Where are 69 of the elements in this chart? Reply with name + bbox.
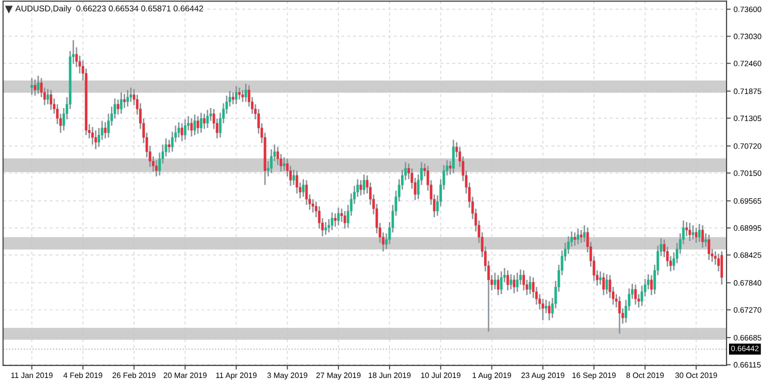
candlestick [602, 272, 605, 296]
candlestick [238, 86, 241, 100]
candlestick [196, 115, 200, 134]
candlestick [234, 85, 238, 105]
candlestick [496, 274, 500, 296]
candlestick [34, 78, 36, 96]
candlestick [190, 118, 193, 138]
candlestick [500, 270, 503, 295]
candlestick [330, 212, 334, 231]
candlestick [155, 160, 158, 178]
candlestick [50, 89, 52, 111]
candlestick [574, 232, 576, 246]
candlestick [576, 228, 580, 245]
chart-title: AUDUSD,Daily 0.66223 0.66534 0.65871 0.66442 [15, 5, 204, 14]
candlestick [193, 114, 196, 136]
candlestick [244, 83, 248, 103]
candlestick [528, 275, 532, 295]
candlestick [130, 86, 132, 103]
candlestick [184, 118, 186, 141]
candlestick [583, 224, 586, 243]
candlestick [344, 210, 346, 230]
candlestick [120, 92, 123, 114]
candlestick [698, 223, 701, 243]
candlestick [30, 77, 34, 96]
candlestick [232, 92, 234, 105]
candlestick [701, 224, 704, 248]
candlestick [688, 222, 692, 242]
candlestick [720, 250, 723, 286]
candlestick [580, 229, 582, 244]
candlestick [296, 170, 298, 194]
candlestick [302, 178, 305, 198]
candlestick [305, 179, 308, 206]
candlestick [177, 122, 180, 138]
candlestick [337, 207, 340, 226]
candlestick [694, 226, 698, 244]
candlestick [362, 174, 366, 196]
candlestick [708, 234, 710, 261]
candlestick [334, 212, 337, 228]
candlestick [510, 274, 512, 290]
candlestick [203, 113, 206, 130]
candlestick [46, 88, 50, 105]
candlestick [650, 274, 653, 296]
candlestick [599, 270, 602, 286]
candlestick [692, 224, 694, 240]
candlestick [605, 274, 608, 295]
candlestick [270, 148, 273, 174]
candlestick [522, 270, 525, 292]
candlestick [618, 296, 621, 334]
candlestick [634, 284, 637, 306]
candlestick [685, 221, 688, 237]
candlestick [494, 272, 496, 290]
candlestick [312, 198, 314, 214]
candlestick [452, 139, 455, 174]
candlestick [360, 179, 362, 196]
candlestick [206, 109, 209, 129]
candlestick [324, 221, 327, 236]
candlestick [542, 298, 544, 321]
candlestick [180, 122, 184, 142]
candlestick [200, 112, 202, 134]
candlestick [104, 122, 107, 140]
candlestick [512, 274, 516, 294]
candlestick [91, 126, 94, 146]
candlestick [36, 75, 40, 94]
candlestick [548, 300, 551, 321]
candlestick [94, 130, 97, 150]
candlestick [516, 272, 519, 292]
candlestick [123, 93, 126, 109]
candlestick [126, 89, 129, 108]
candlestick [506, 270, 509, 292]
